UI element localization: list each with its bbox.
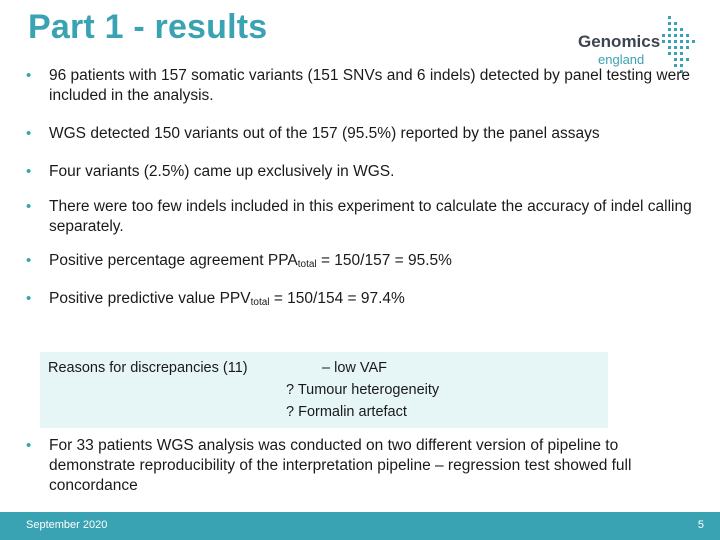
reason-item: – low VAF <box>322 360 388 376</box>
ppv-value: = 150/154 = 97.4% <box>269 290 405 307</box>
bullet-dot-icon: • <box>26 163 32 180</box>
slide-title: Part 1 - results <box>28 8 268 46</box>
bullet-text: WGS detected 150 variants out of the 157… <box>49 125 600 142</box>
bullet-item-ppv: • Positive predictive value PPVtotal = 1… <box>26 289 696 313</box>
bullet-text: For 33 patients WGS analysis was conduct… <box>49 437 632 494</box>
reasons-lead: Reasons for discrepancies (11) <box>48 360 248 376</box>
footer-bar: September 2020 5 <box>0 512 720 540</box>
bullet-text: Four variants (2.5%) came up exclusively… <box>49 163 395 180</box>
bullet-dot-icon: • <box>26 125 32 142</box>
bullet-dot-icon: • <box>26 290 32 307</box>
bullet-item-wgs-detected: • WGS detected 150 variants out of the 1… <box>26 124 696 144</box>
logo-dot-grid-icon <box>662 16 695 73</box>
logo-wordmark: Genomics <box>578 32 661 51</box>
ppa-value: = 150/157 = 95.5% <box>316 252 452 269</box>
bullet-dot-icon: • <box>26 67 32 84</box>
bullet-item-panel-variants: • 96 patients with 157 somatic variants … <box>26 66 696 106</box>
bullet-dot-icon: • <box>26 252 32 269</box>
bullet-item-reproducibility: • For 33 patients WGS analysis was condu… <box>26 436 689 496</box>
reason-item: ? Tumour heterogeneity <box>286 382 440 398</box>
ppv-subscript: total <box>250 297 270 308</box>
bullet-dot-icon: • <box>26 198 32 215</box>
discrepancy-reasons-box: Reasons for discrepancies (11) – low VAF… <box>40 352 608 428</box>
ppa-label: Positive percentage agreement PPA <box>49 252 298 269</box>
bullet-item-four-variants: • Four variants (2.5%) came up exclusive… <box>26 162 696 182</box>
bullet-item-ppa: • Positive percentage agreement PPAtotal… <box>26 251 696 275</box>
bullet-dot-icon: • <box>26 437 32 454</box>
bullet-text: There were too few indels included in th… <box>49 198 692 235</box>
bullet-list: • 96 patients with 157 somatic variants … <box>26 64 696 313</box>
page-number: 5 <box>697 519 704 531</box>
bullet-item-indels: • There were too few indels included in … <box>26 197 696 237</box>
genomics-england-logo: Genomics england <box>578 14 696 76</box>
bullet-text: 96 patients with 157 somatic variants (1… <box>49 67 691 104</box>
ppa-subscript: total <box>297 259 317 270</box>
ppv-label: Positive predictive value PPV <box>49 290 251 307</box>
logo-subtitle: england <box>598 52 645 67</box>
reason-item: ? Formalin artefact <box>286 404 407 420</box>
footer-date: September 2020 <box>26 519 108 531</box>
